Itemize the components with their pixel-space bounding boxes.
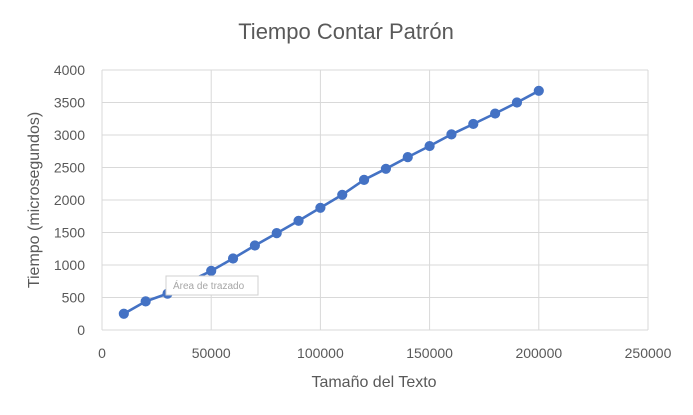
chart-title: Tiempo Contar Patrón — [238, 19, 454, 44]
y-tick-label: 2500 — [54, 160, 85, 176]
data-point — [249, 240, 260, 251]
data-point — [140, 296, 151, 307]
x-tick-label: 150000 — [406, 345, 453, 361]
x-axis-title: Tamaño del Texto — [311, 374, 436, 391]
y-axis-title: Tiempo (microsegundos) — [26, 112, 43, 288]
data-point — [446, 129, 457, 140]
data-point — [206, 265, 217, 276]
data-point — [118, 308, 129, 319]
x-tick-label: 200000 — [515, 345, 562, 361]
x-tick-label: 50000 — [192, 345, 231, 361]
data-point — [271, 228, 282, 239]
data-point — [490, 108, 501, 119]
y-tick-label: 3000 — [54, 127, 85, 143]
data-point — [402, 152, 413, 163]
x-tick-labels: 0 50000 100000 150000 200000 250000 — [98, 345, 671, 361]
tooltip-text: Área de trazado — [173, 279, 245, 292]
x-tick-label: 100000 — [297, 345, 344, 361]
y-tick-label: 4000 — [54, 62, 85, 78]
plot-area-tooltip: Área de trazado — [165, 275, 259, 296]
data-point — [337, 189, 348, 200]
data-point — [511, 97, 523, 108]
data-point — [315, 202, 326, 213]
x-tick-label: 250000 — [625, 345, 672, 361]
y-tick-label: 1000 — [54, 257, 85, 273]
y-tick-label: 3500 — [54, 95, 85, 111]
x-tick-label: 0 — [98, 345, 106, 361]
data-point — [468, 118, 479, 130]
data-point — [227, 253, 239, 264]
y-tick-label: 0 — [77, 322, 85, 338]
data-point — [533, 85, 544, 96]
y-tick-labels: 0 500 1000 1500 2000 2500 3000 3500 4000 — [54, 62, 85, 338]
data-point — [293, 215, 304, 226]
y-tick-label: 1500 — [54, 225, 85, 241]
data-point — [424, 140, 435, 152]
tooltip-box — [165, 275, 259, 296]
y-tick-label: 500 — [62, 290, 86, 306]
gridlines — [101, 69, 649, 331]
data-point — [380, 163, 392, 174]
data-point — [358, 174, 370, 185]
y-tick-label: 2000 — [54, 192, 85, 208]
